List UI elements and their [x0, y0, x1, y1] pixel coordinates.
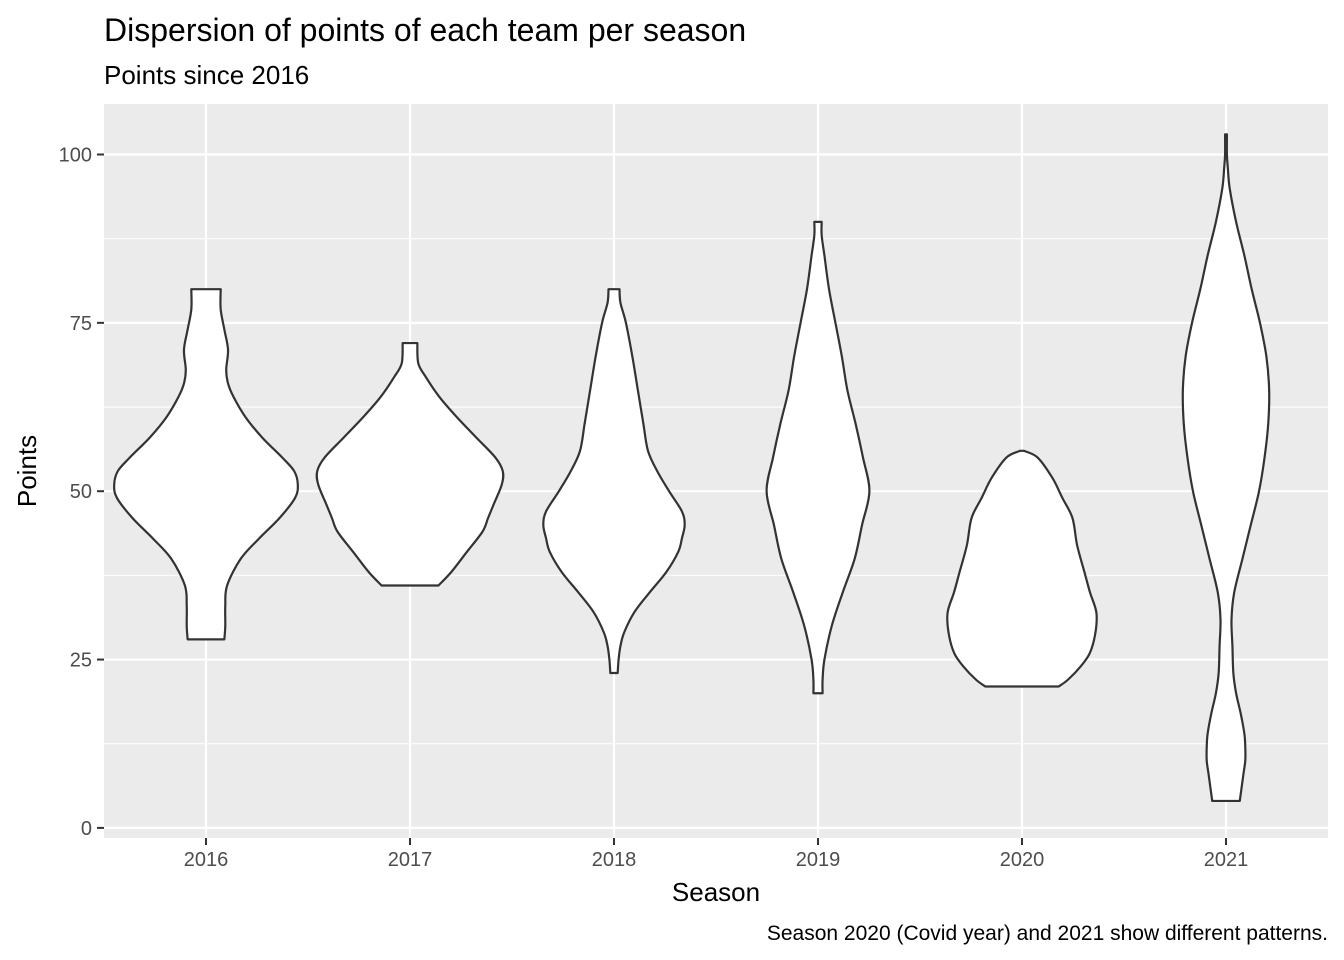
x-tick-label: 2019: [796, 849, 841, 871]
x-tick-label: 2016: [184, 849, 229, 871]
violin-2019: [765, 220, 871, 695]
y-tick-label: 50: [70, 481, 92, 503]
violins: [113, 133, 1271, 803]
y-tick-label: 25: [70, 650, 92, 672]
y-tick-label: 0: [81, 818, 92, 840]
y-tick-label: 75: [70, 313, 92, 335]
x-tick-label: 2018: [592, 849, 637, 871]
x-tick-label: 2017: [388, 849, 433, 871]
violin-2018: [542, 288, 686, 675]
y-tick-label: 100: [59, 145, 92, 167]
chart-caption: Season 2020 (Covid year) and 2021 show d…: [767, 922, 1328, 945]
y-axis-title: Points: [12, 435, 42, 507]
chart-title: Dispersion of points of each team per se…: [104, 12, 746, 48]
x-axis-title: Season: [672, 877, 760, 907]
chart-subtitle: Points since 2016: [104, 60, 309, 90]
violin-2020: [946, 449, 1098, 688]
x-tick-label: 2020: [1000, 849, 1045, 871]
plot-panel: [104, 104, 1328, 838]
violin-2021: [1181, 133, 1271, 803]
violin-2016: [113, 288, 299, 641]
x-axis: 2016 2017 2018 2019 2020 2021: [184, 838, 1249, 871]
x-tick-label: 2021: [1204, 849, 1249, 871]
violin-2017: [315, 341, 505, 587]
y-axis: 0 25 50 75 100: [59, 145, 104, 840]
